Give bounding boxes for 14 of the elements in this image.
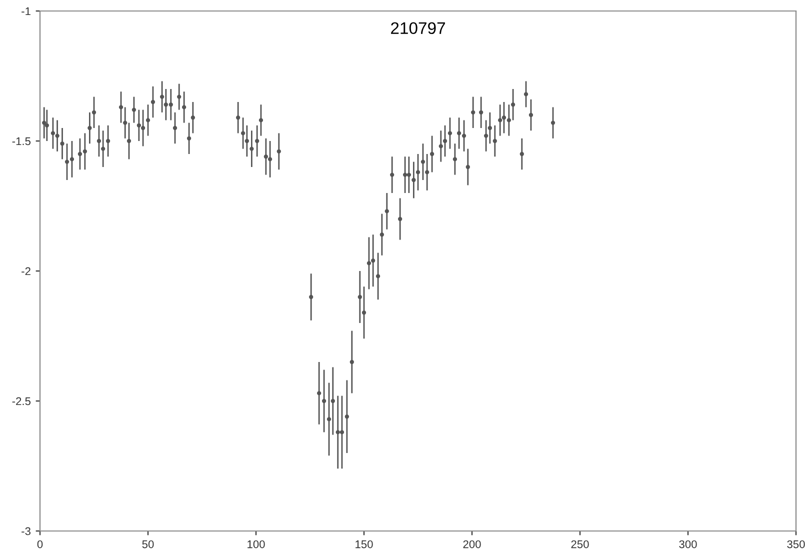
x-tick-label: 150 [356,540,373,548]
y-tick-label: -2.5 [12,397,31,406]
x-tick-label: 250 [571,540,589,548]
x-tick-label: 0 [37,540,43,548]
y-tick-label: -1.5 [12,137,31,146]
x-tick-label: 100 [248,540,265,548]
x-tick-label: 350 [787,540,805,548]
x-tick-label: 50 [142,540,154,548]
x-tick-label: 200 [463,540,481,548]
y-tick-label: -2 [22,267,30,276]
y-tick-label: -3 [22,527,30,536]
x-tick-label: 300 [679,540,697,548]
text: 210797 [391,22,445,34]
y-tick-label: -1 [22,7,30,16]
